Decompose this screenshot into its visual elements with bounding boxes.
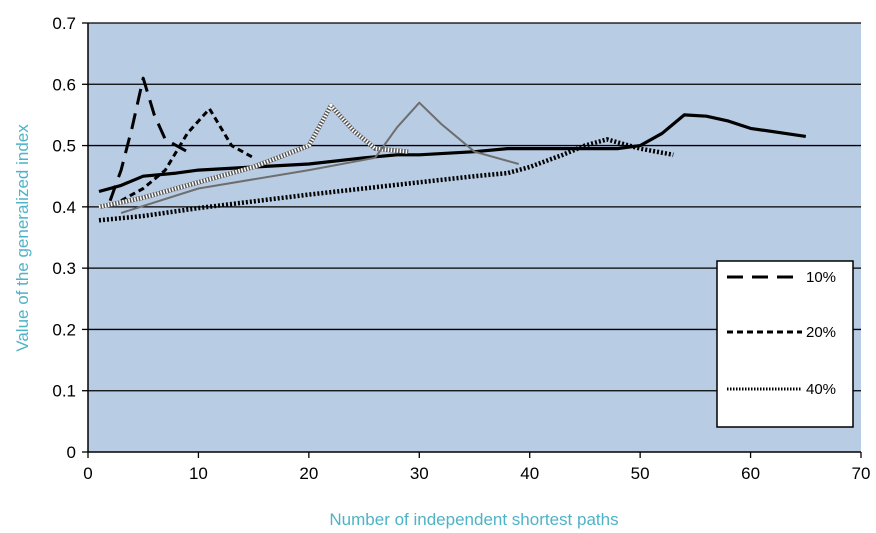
axes [82,22,862,458]
tick-labels: 0 0.1 0.2 0.3 0.4 0.5 0.6 0.7 0 10 20 30 40 50 60 70 [52,14,870,483]
gridlines [88,22,861,392]
x-tick-label: 60 [741,464,760,483]
y-tick-label: 0.5 [52,137,76,156]
x-tick-label: 20 [299,464,318,483]
y-axis-title: Value of the generalized index [13,124,32,352]
x-tick-label: 10 [189,464,208,483]
x-tick-label: 0 [83,464,92,483]
legend-label-10: 10% [806,269,836,286]
y-tick-label: 0.6 [52,75,76,94]
legend: 10% 20% 40% [716,260,854,428]
y-tick-label: 0.4 [52,198,76,217]
series-line-6 [120,101,519,214]
y-tick-label: 0.7 [52,14,76,33]
x-tick-label: 50 [631,464,650,483]
legend-label-20: 20% [806,324,836,341]
y-tick-label: 0 [67,443,76,462]
series-line-40pct [98,103,409,209]
x-tick-label: 30 [410,464,429,483]
x-axis-title: Number of independent shortest paths [329,510,618,529]
y-tick-label: 0.2 [52,320,76,339]
y-tick-label: 0.1 [52,382,76,401]
series-line-10pct [108,76,189,202]
x-tick-label: 70 [852,464,871,483]
series-lines [98,76,807,223]
legend-box [716,260,854,428]
series-line-20pct [120,107,255,203]
legend-label-40: 40% [806,381,836,398]
x-tick-label: 40 [520,464,539,483]
y-tick-label: 0.3 [52,259,76,278]
series-line-1 [98,113,807,194]
